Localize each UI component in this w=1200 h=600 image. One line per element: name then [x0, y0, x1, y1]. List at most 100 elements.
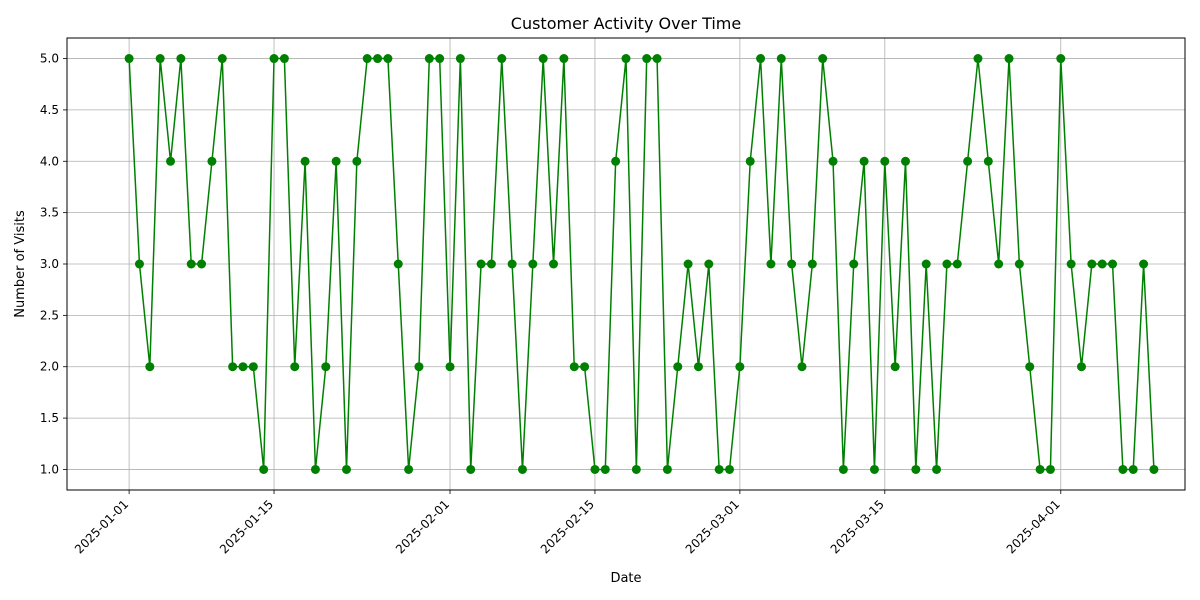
data-point — [828, 156, 838, 166]
data-point — [217, 54, 227, 64]
data-point — [124, 54, 134, 64]
data-point — [662, 464, 672, 474]
data-point — [476, 259, 486, 269]
data-point — [683, 259, 693, 269]
data-point — [787, 259, 797, 269]
data-point — [942, 259, 952, 269]
data-point — [652, 54, 662, 64]
data-point — [331, 156, 341, 166]
chart-title: Customer Activity Over Time — [511, 14, 741, 33]
data-point — [921, 259, 931, 269]
y-axis-ticks: 1.0 1.5 2.0 2.5 3.0 3.5 4.0 4.5 5.0 — [40, 52, 67, 476]
data-points — [124, 54, 1159, 474]
data-point — [859, 156, 869, 166]
x-axis-title: Date — [610, 571, 641, 586]
data-point — [259, 464, 269, 474]
data-point — [838, 464, 848, 474]
data-point — [797, 362, 807, 372]
data-point — [901, 156, 910, 166]
data-point — [362, 54, 372, 64]
data-point — [435, 54, 445, 64]
data-point — [466, 464, 476, 474]
data-point — [517, 464, 527, 474]
data-point — [756, 54, 766, 64]
data-point — [207, 156, 217, 166]
plot-area-frame — [66, 37, 1186, 491]
data-point — [631, 464, 641, 474]
grid — [67, 38, 1185, 490]
data-point — [373, 54, 383, 64]
data-point — [424, 54, 434, 64]
y-tick-label: 1.5 — [40, 411, 59, 425]
data-point — [290, 362, 300, 372]
data-point — [994, 259, 1004, 269]
data-point — [1128, 464, 1138, 474]
data-point — [445, 362, 455, 372]
data-point — [952, 259, 962, 269]
data-point — [238, 362, 248, 372]
data-point — [580, 362, 590, 372]
data-point — [352, 156, 362, 166]
data-point — [186, 259, 196, 269]
data-point — [486, 259, 496, 269]
data-point — [735, 362, 745, 372]
data-point — [310, 464, 320, 474]
data-point — [693, 362, 703, 372]
data-point — [932, 464, 942, 474]
data-point — [673, 362, 683, 372]
data-point — [745, 156, 755, 166]
data-point — [145, 362, 155, 372]
data-point — [538, 54, 548, 64]
data-point — [849, 259, 859, 269]
data-point — [279, 54, 289, 64]
data-point — [404, 464, 414, 474]
data-point — [1066, 259, 1076, 269]
data-point — [342, 464, 351, 474]
data-point — [528, 259, 538, 269]
data-point — [973, 54, 983, 64]
y-tick-label: 3.0 — [40, 257, 59, 271]
data-point — [911, 464, 921, 474]
data-point — [1108, 259, 1118, 269]
data-point — [300, 156, 310, 166]
y-tick-label: 3.5 — [40, 206, 59, 220]
data-point — [269, 54, 279, 64]
data-point — [321, 362, 331, 372]
y-tick-label: 2.0 — [40, 360, 59, 374]
data-point — [1118, 464, 1128, 474]
y-tick-label: 4.5 — [40, 103, 59, 117]
data-point — [507, 259, 517, 269]
data-point — [155, 54, 165, 64]
data-point — [197, 259, 207, 269]
data-point — [1025, 362, 1035, 372]
data-point — [1087, 259, 1097, 269]
data-point — [569, 362, 579, 372]
y-tick-label: 1.0 — [40, 462, 59, 476]
data-point — [983, 156, 993, 166]
data-point — [497, 54, 507, 64]
y-axis-title: Number of Visits — [13, 210, 28, 318]
data-point — [642, 54, 652, 64]
data-point — [590, 464, 600, 474]
data-point — [1056, 54, 1066, 64]
data-point — [414, 362, 424, 372]
data-point — [890, 362, 900, 372]
data-point — [766, 259, 776, 269]
data-point — [1014, 259, 1024, 269]
data-point — [725, 464, 735, 474]
data-point — [549, 259, 559, 269]
data-point — [1004, 54, 1014, 64]
data-point — [134, 259, 144, 269]
data-point — [166, 156, 176, 166]
data-point — [880, 156, 890, 166]
data-point — [559, 54, 569, 64]
data-point — [1035, 464, 1045, 474]
data-point — [1149, 464, 1159, 474]
data-point — [1097, 259, 1107, 269]
data-point — [455, 54, 465, 64]
data-point — [869, 464, 879, 474]
series-line — [128, 57, 1155, 471]
data-point — [176, 54, 186, 64]
